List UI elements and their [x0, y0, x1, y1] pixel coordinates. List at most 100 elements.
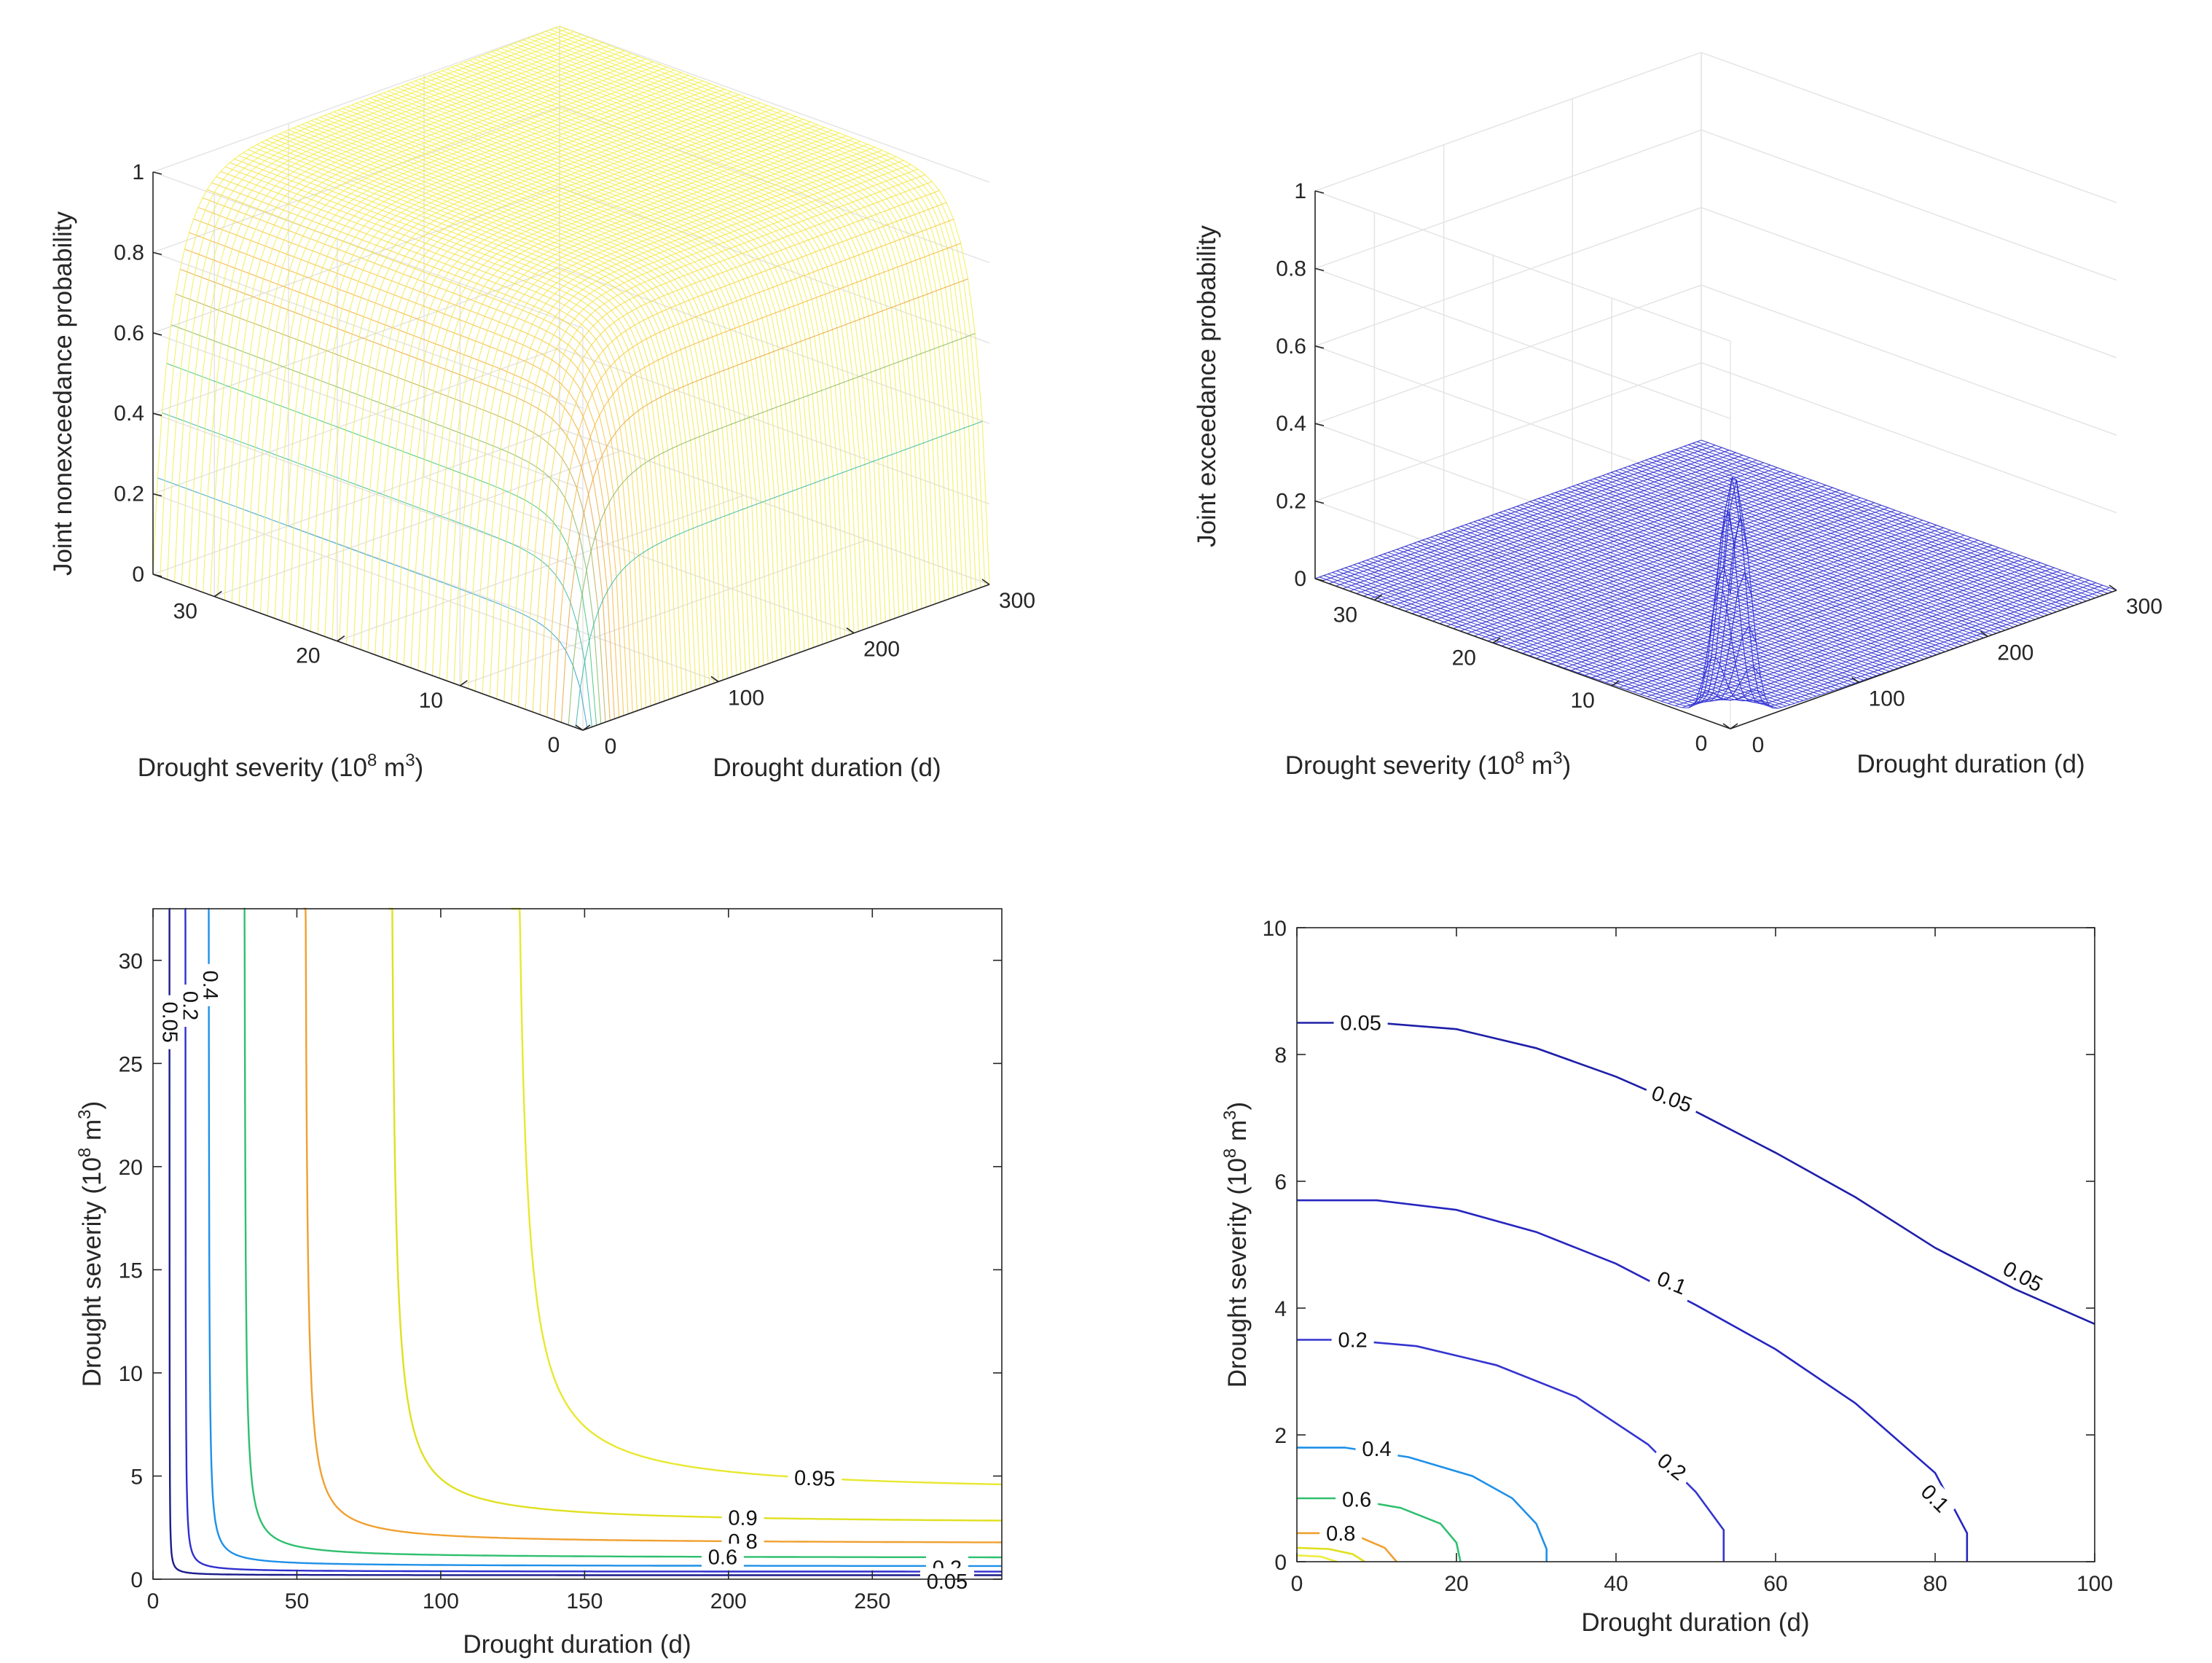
p1-mesh-line-severity	[152, 26, 560, 575]
p2-mesh-line-severity	[1356, 455, 1744, 595]
p4-x-tick-label: 40	[1604, 1572, 1628, 1596]
p1-z-tick-label: 0.2	[114, 482, 144, 506]
p2-mesh-line-severity	[1564, 530, 1951, 669]
p4-contour-label-group: 0.2	[1331, 1326, 1374, 1353]
p1-x-tick-label: 100	[728, 686, 764, 710]
p2-z-tick	[1314, 423, 1325, 426]
p2-mesh-line-severity	[1342, 450, 1730, 590]
p3-contour-label-bg	[721, 1504, 764, 1530]
p1-mesh-line-severity	[525, 181, 933, 710]
p1-mesh-line-severity	[517, 174, 925, 707]
p2-mesh-line-severity	[1709, 582, 2096, 703]
p1-mesh-line-severity	[503, 164, 911, 702]
p2-mesh-line-severity	[1591, 539, 1979, 678]
p1-mesh-line-severity	[310, 85, 718, 632]
p1-mesh-line-severity	[324, 91, 732, 637]
p1-z-tick	[152, 332, 162, 336]
p1-mesh-line-severity	[216, 50, 624, 598]
p2-x-tick	[1851, 677, 1860, 684]
p4-contour-label: 0.8	[1326, 1522, 1355, 1546]
p2-x-axis-label: Drought duration (d)	[1856, 750, 2084, 778]
p3-contour-0.8	[303, 907, 1003, 1543]
p1-surface-mesh	[152, 26, 990, 731]
p4-plot-frame	[1296, 927, 2095, 1562]
p3-contour-lines	[168, 907, 1003, 1576]
p3-contour-label: 0.6	[708, 1546, 737, 1569]
p2-x-tick	[1722, 723, 1731, 729]
p4-x-tick-label: 0	[1291, 1572, 1303, 1596]
p1-wall-gridline-z2	[559, 267, 990, 424]
p4-y-tick-label: 4	[1274, 1297, 1287, 1321]
p3-contour-0.2	[184, 907, 1002, 1573]
p1-z-tick-label: 0.4	[114, 402, 144, 426]
p3-x-tick-label: 250	[854, 1589, 890, 1613]
p3-contour-label-bg	[158, 995, 184, 1049]
p3-x-tick-label: 0	[147, 1589, 160, 1613]
p1-y-tick-label: 10	[419, 689, 443, 713]
p4-contour-label-bg	[1331, 1326, 1374, 1352]
p2-z-tick	[1314, 345, 1325, 349]
p4-x-axis-label: Drought duration (d)	[1581, 1608, 1809, 1637]
p3-contour-0.6	[243, 907, 1002, 1559]
p1-mesh-line-severity	[203, 44, 610, 593]
p1-z-axis-label: Joint nonexceedance probability	[49, 211, 77, 576]
p1-x-tick	[575, 724, 584, 731]
p2-wall-gridline-z2	[1701, 129, 2117, 281]
p3-contour-label-group: 0.05	[158, 995, 184, 1049]
p3-contour-label-bg	[198, 963, 224, 1006]
p2-mesh-line-severity	[1522, 514, 1910, 654]
p3-x-tick-label: 50	[285, 1589, 309, 1613]
p1-y-tick-label: 0	[548, 733, 560, 757]
p2-mesh-line-severity	[1494, 504, 1882, 644]
p1-y-tick	[337, 635, 345, 642]
p1-floor-gridline-y	[337, 495, 745, 642]
p1-mesh-line-severity	[339, 96, 746, 642]
p4-contour-label: 0.05	[1340, 1012, 1381, 1036]
p2-y-tick	[1492, 637, 1501, 643]
p2-mesh-line-severity	[1682, 572, 2068, 708]
p4-contour-label-bg	[1642, 1077, 1702, 1119]
p3-y-tick-label: 30	[119, 950, 143, 974]
p1-mesh-line-severity	[181, 36, 589, 585]
p4-y-axis-label: Drought severity (108 m3)	[1220, 1102, 1252, 1388]
p1-mesh-line-severity	[489, 156, 897, 697]
p1-y-axis-label: Drought severity (108 m3)	[138, 751, 423, 782]
p2-y-tick-label: 10	[1570, 689, 1594, 713]
p1-mesh-line-severity	[546, 219, 954, 718]
p2-mesh-line-severity	[1654, 562, 2041, 700]
p2-mesh-line-severity	[1688, 574, 2076, 708]
p1-mesh-line-severity	[231, 55, 639, 603]
p2-mesh-line-severity	[1543, 522, 1930, 662]
p2-x-tick-label: 0	[1752, 733, 1765, 757]
p1-wall-gridline-z2	[559, 187, 990, 344]
p1-wall-gridline-z2	[559, 26, 990, 183]
p1-wall-gridline-z2	[559, 347, 990, 505]
p2-mesh-line-severity	[1488, 502, 1875, 641]
p1-mesh-line-severity	[396, 119, 804, 663]
p1-mesh-line-severity	[345, 99, 753, 645]
p2-surface-mesh	[1314, 439, 2117, 709]
p2-mesh-line-severity	[1502, 507, 1889, 646]
p4-contour-label: 0.6	[1342, 1489, 1371, 1512]
p2-mesh-line-severity	[1377, 462, 1764, 602]
p2-x-tick-label: 200	[1997, 641, 2033, 665]
p1-mesh-line-severity	[367, 107, 775, 653]
p3-contour-0.95	[511, 907, 1003, 1486]
p1-mesh-line-severity	[224, 52, 632, 600]
p2-mesh-line-severity	[1536, 520, 1923, 659]
p3-x-axis-label: Drought duration (d)	[463, 1630, 691, 1659]
p2-mesh-line-severity	[1557, 527, 1944, 666]
p2-wall-gridline-z2	[1701, 284, 2117, 436]
p2-mesh-line-severity	[1612, 547, 1999, 686]
p4-contour-label-bg	[1993, 1252, 2053, 1299]
p1-z-tick-label: 0	[132, 563, 144, 587]
p1-mesh-line-severity	[431, 132, 839, 676]
p3-contour-0.05	[168, 907, 1002, 1576]
p3-y-tick-label: 10	[119, 1362, 143, 1386]
p1-z-tick-label: 1	[132, 160, 144, 184]
p4-contour-label-group: 0.05	[1333, 1009, 1388, 1036]
p3-y-axis-label: Drought severity (108 m3)	[75, 1101, 106, 1387]
